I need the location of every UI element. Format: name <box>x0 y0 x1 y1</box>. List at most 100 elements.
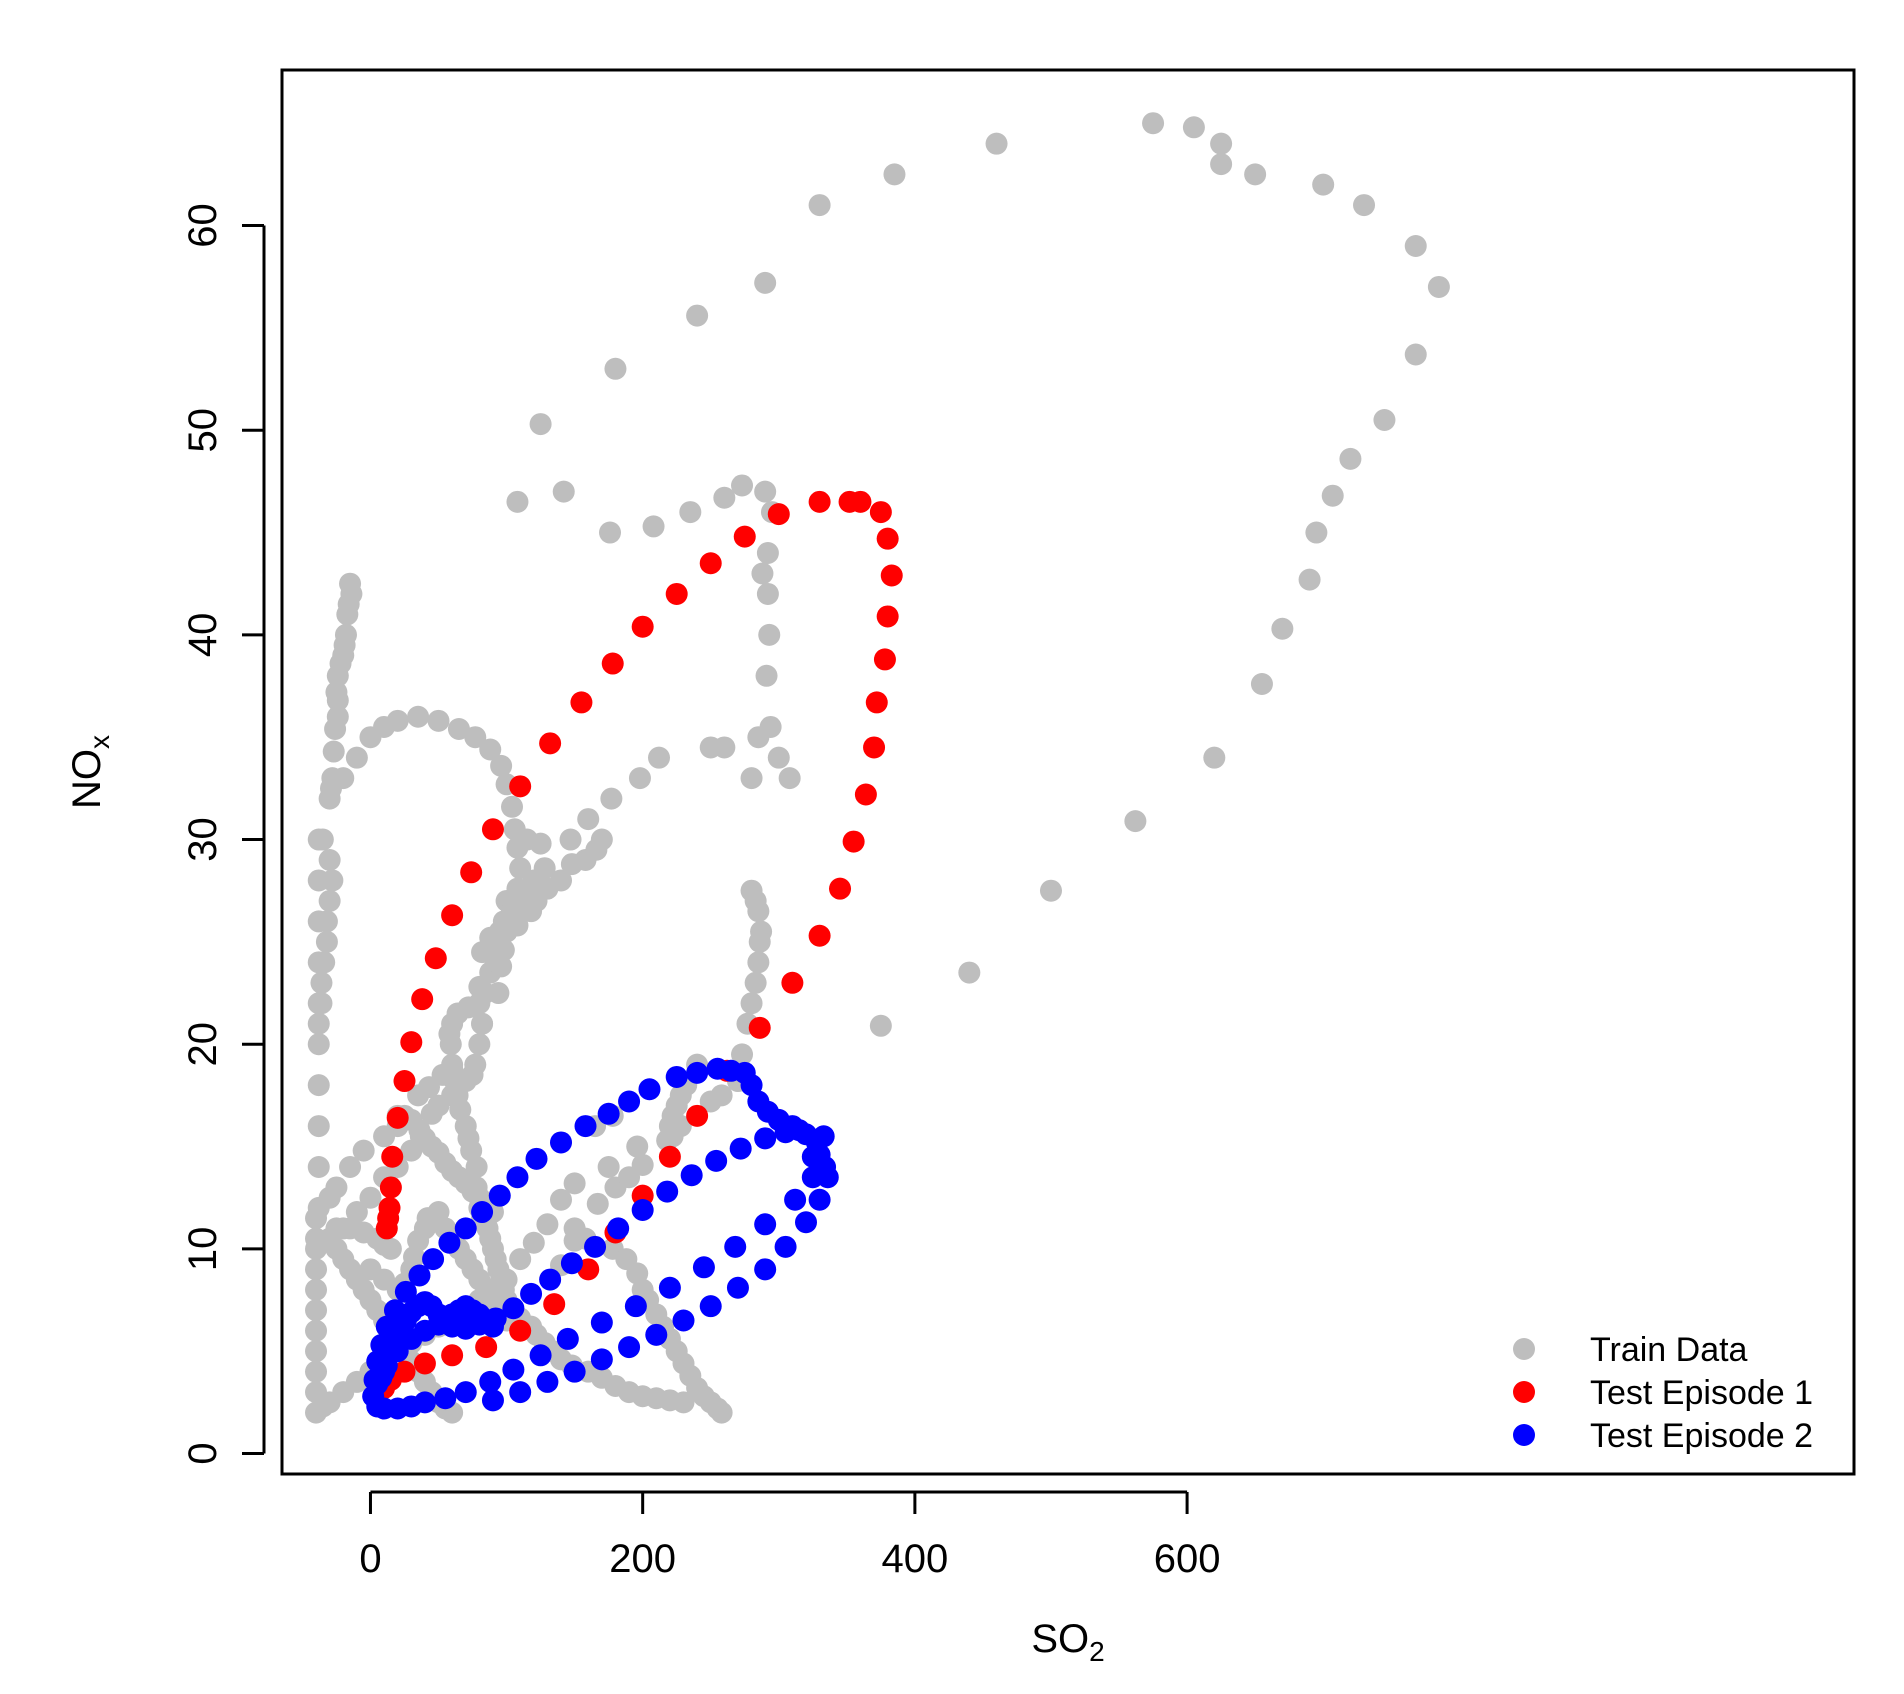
data-point <box>648 746 671 769</box>
data-point <box>339 1156 362 1179</box>
data-point <box>502 1297 525 1320</box>
data-point <box>1404 235 1427 258</box>
data-point <box>318 889 341 912</box>
data-point <box>873 648 896 671</box>
y-tick-label: 60 <box>181 203 225 248</box>
data-point <box>601 652 624 675</box>
x-axis: 0 200 400 600 <box>359 1490 1220 1581</box>
data-point <box>755 664 778 687</box>
y-axis-label-sub: x <box>84 735 115 749</box>
data-point <box>378 1196 401 1219</box>
data-point <box>552 480 575 503</box>
legend: Train Data Test Episode 1 Test Episode 2 <box>1513 1331 1813 1455</box>
data-point <box>574 1115 597 1138</box>
data-point <box>748 1016 771 1039</box>
data-point <box>744 971 767 994</box>
data-point <box>307 1033 330 1056</box>
data-point <box>748 930 771 953</box>
data-point <box>731 1043 754 1066</box>
data-point <box>488 1184 511 1207</box>
data-point <box>586 1192 609 1215</box>
data-point <box>447 718 470 741</box>
points-layer <box>305 112 1450 1424</box>
data-point <box>751 562 774 585</box>
data-point <box>631 1198 654 1221</box>
data-point <box>788 1119 811 1142</box>
data-point <box>539 1268 562 1291</box>
data-point <box>863 736 886 759</box>
data-point <box>767 746 790 769</box>
data-point <box>597 1156 620 1179</box>
data-point <box>1339 447 1362 470</box>
data-point <box>1203 746 1226 769</box>
data-point <box>413 1391 436 1414</box>
legend-item: Test Episode 1 <box>1513 1374 1813 1412</box>
data-point <box>536 1370 559 1393</box>
data-point <box>590 828 613 851</box>
data-point <box>381 1145 404 1168</box>
data-point <box>590 1348 613 1371</box>
data-point <box>536 1213 559 1236</box>
data-point <box>481 1315 504 1338</box>
data-point <box>468 1033 491 1056</box>
data-point <box>460 861 483 884</box>
data-point <box>618 1336 641 1359</box>
data-point <box>550 1131 573 1154</box>
data-point <box>454 1217 477 1240</box>
data-point <box>672 1309 695 1332</box>
data-point <box>1244 163 1267 186</box>
data-point <box>318 849 341 872</box>
series-2 <box>373 490 903 1400</box>
data-point <box>509 775 532 798</box>
data-point <box>471 1201 494 1224</box>
data-point <box>808 1188 831 1211</box>
data-point <box>731 474 754 497</box>
data-point <box>310 992 333 1015</box>
data-point <box>747 900 770 923</box>
data-point <box>379 1237 402 1260</box>
data-point <box>607 1217 630 1240</box>
data-point <box>816 1166 839 1189</box>
data-point <box>754 480 777 503</box>
data-point <box>713 486 736 509</box>
data-point <box>1124 810 1147 833</box>
data-point <box>778 767 801 790</box>
data-point <box>522 1231 545 1254</box>
data-point <box>520 1282 543 1305</box>
data-point <box>781 971 804 994</box>
data-point <box>679 501 702 524</box>
data-point <box>628 767 651 790</box>
data-point <box>318 787 341 810</box>
data-point <box>883 163 906 186</box>
data-point <box>590 1311 613 1334</box>
y-tick-label: 20 <box>181 1022 225 1067</box>
data-point <box>584 1235 607 1258</box>
data-point <box>1404 343 1427 366</box>
data-point <box>680 1164 703 1187</box>
data-point <box>543 1293 566 1316</box>
data-point <box>539 732 562 755</box>
data-point <box>686 1104 709 1127</box>
data-point <box>626 1135 649 1158</box>
data-point <box>570 691 593 714</box>
data-point <box>1305 521 1328 544</box>
data-point <box>747 726 770 749</box>
data-point <box>359 1186 382 1209</box>
data-point <box>665 582 688 605</box>
data-point <box>985 132 1008 155</box>
data-point <box>618 1090 641 1113</box>
data-point <box>604 357 627 380</box>
data-point <box>413 1352 436 1375</box>
data-point <box>563 1172 586 1195</box>
data-point <box>699 736 722 759</box>
data-point <box>784 1188 807 1211</box>
series-3 <box>362 1057 839 1420</box>
x-axis-label-sub: 2 <box>1089 1636 1105 1667</box>
data-point <box>624 1295 647 1318</box>
data-point <box>1250 672 1273 695</box>
legend-marker <box>1513 1424 1535 1446</box>
data-point <box>705 1149 728 1172</box>
data-point <box>307 1115 330 1138</box>
legend-marker <box>1513 1381 1535 1403</box>
data-point <box>758 623 781 646</box>
